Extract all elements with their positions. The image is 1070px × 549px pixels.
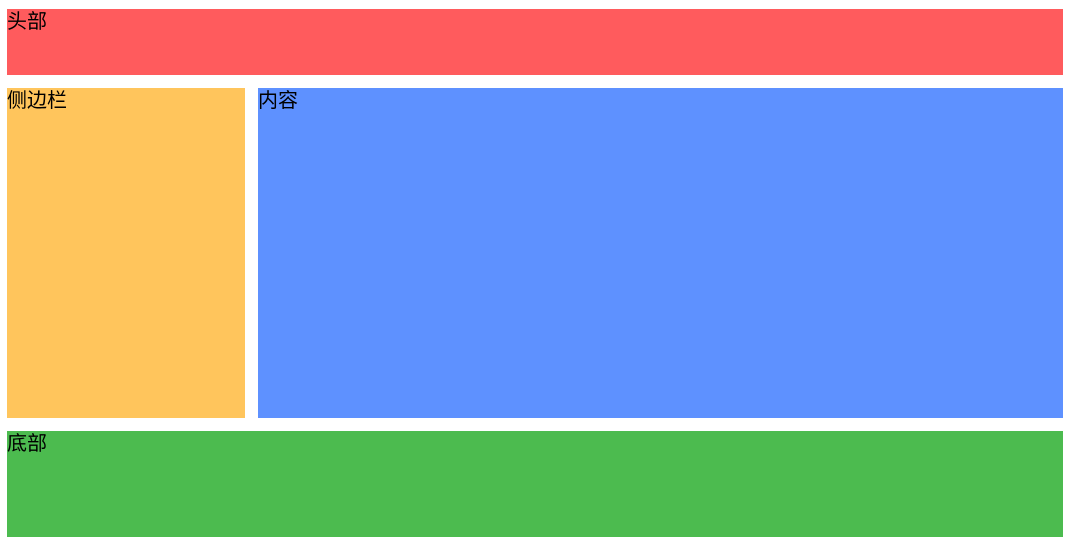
content-label: 内容: [258, 88, 298, 112]
header-label: 头部: [7, 9, 47, 33]
footer-label: 底部: [7, 431, 47, 455]
header-region: 头部: [7, 9, 1063, 75]
sidebar-label: 侧边栏: [7, 88, 67, 112]
footer-region: 底部: [7, 431, 1063, 537]
sidebar-region: 侧边栏: [7, 88, 245, 418]
content-region: 内容: [258, 88, 1063, 418]
